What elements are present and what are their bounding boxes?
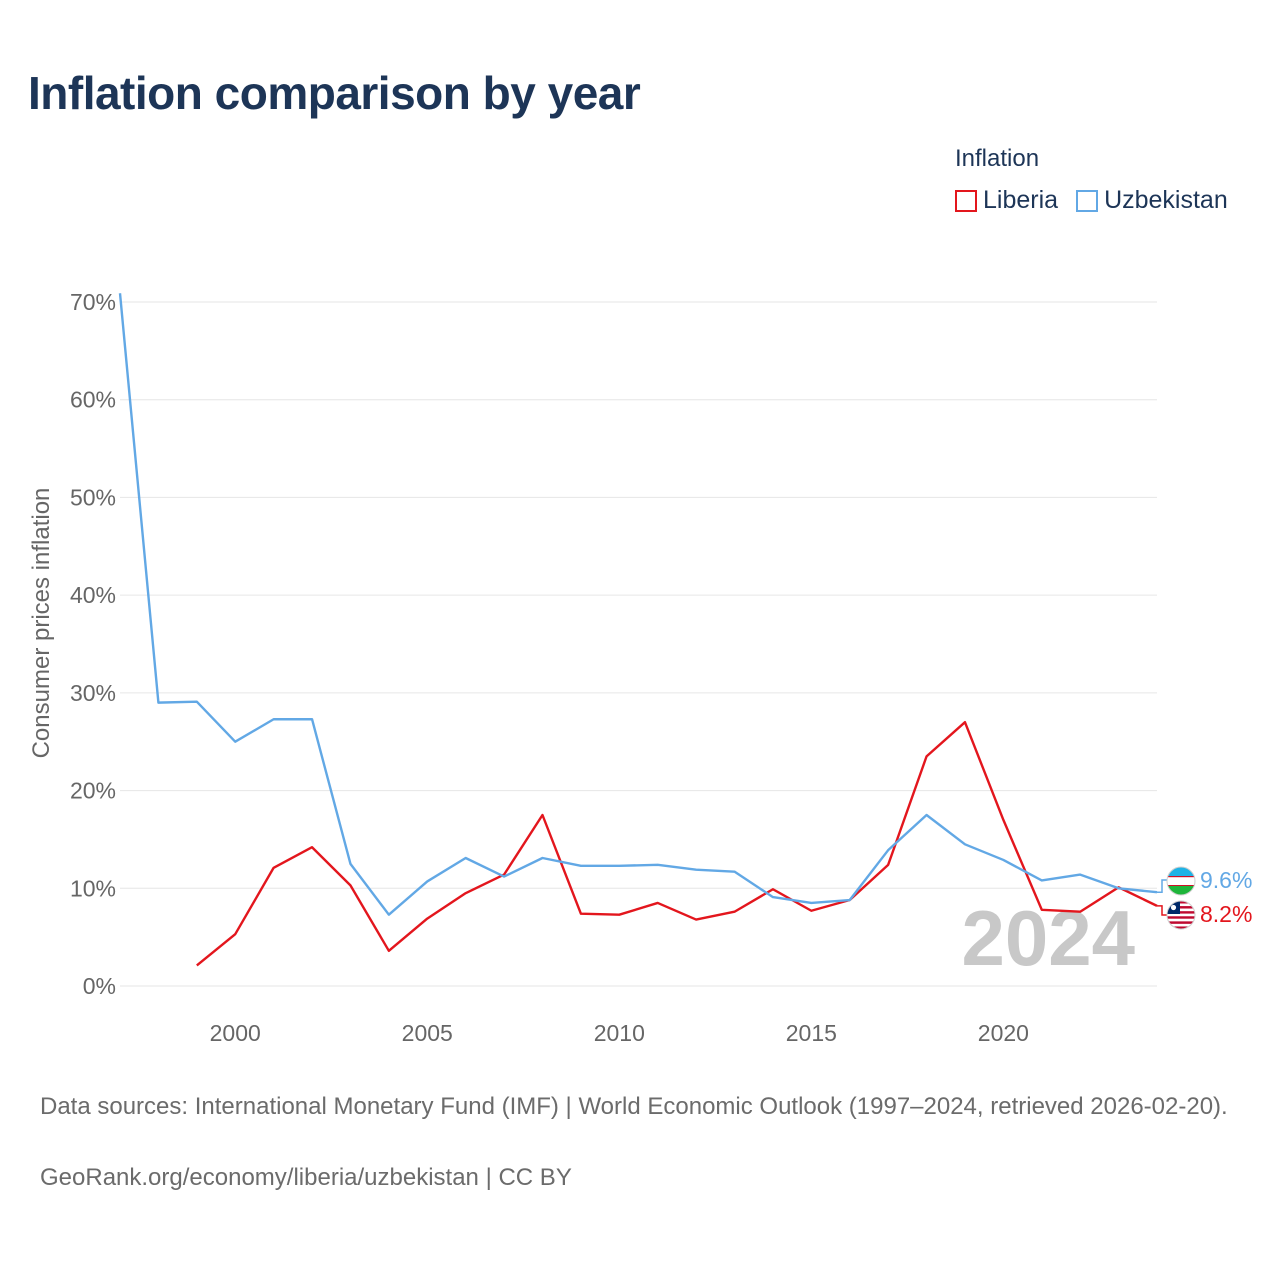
y-tick-label: 30% [70,680,116,706]
legend: Liberia Uzbekistan [955,186,1246,215]
chart-title: Inflation comparison by year [28,67,641,119]
liberia-flag-icon [1166,900,1196,930]
x-tick-label: 2020 [978,1020,1029,1046]
year-watermark: 2024 [961,894,1135,982]
x-tick-label: 2010 [594,1020,645,1046]
end-label-liberia: 8.2% [1200,901,1252,927]
x-tick-label: 2015 [786,1020,837,1046]
y-tick-label: 60% [70,387,116,413]
legend-item-liberia[interactable]: Liberia [955,186,1058,215]
end-markers: 9.6% 8.2% [1157,866,1252,930]
credit-link[interactable]: GeoRank.org/economy/liberia/uzbekistan |… [40,1164,572,1191]
series-line-liberia[interactable] [196,720,1158,967]
y-tick-label: 20% [70,778,116,804]
legend-label-liberia: Liberia [983,186,1059,214]
x-tick-label: 2005 [402,1020,453,1046]
x-axis-ticks: 2000 2005 2010 2015 2020 [210,1020,1029,1046]
end-label-uzbekistan: 9.6% [1200,867,1252,893]
legend-swatch-liberia [955,189,977,212]
legend-item-uzbekistan[interactable]: Uzbekistan [1076,186,1228,215]
y-tick-label: 0% [83,973,116,999]
uzbekistan-flag-icon [1166,866,1196,896]
y-tick-label: 70% [70,289,116,315]
legend-swatch-uzbekistan [1076,189,1099,212]
grid-lines [120,301,1157,987]
x-tick-label: 2000 [210,1020,261,1046]
end-connector-liberia [1157,905,1168,916]
y-tick-label: 50% [70,484,116,510]
end-connector-uzbekistan [1157,879,1168,893]
y-axis-ticks: 0% 10% 20% 30% 40% 50% 60% 70% [70,289,116,999]
data-source-note: Data sources: International Monetary Fun… [40,1093,1228,1120]
series-lines [118,293,1158,967]
legend-label-uzbekistan: Uzbekistan [1104,186,1228,214]
y-tick-label: 40% [70,582,116,608]
legend-title: Inflation [955,145,1040,172]
y-tick-label: 10% [70,875,116,901]
series-line-uzbekistan[interactable] [118,293,1158,916]
